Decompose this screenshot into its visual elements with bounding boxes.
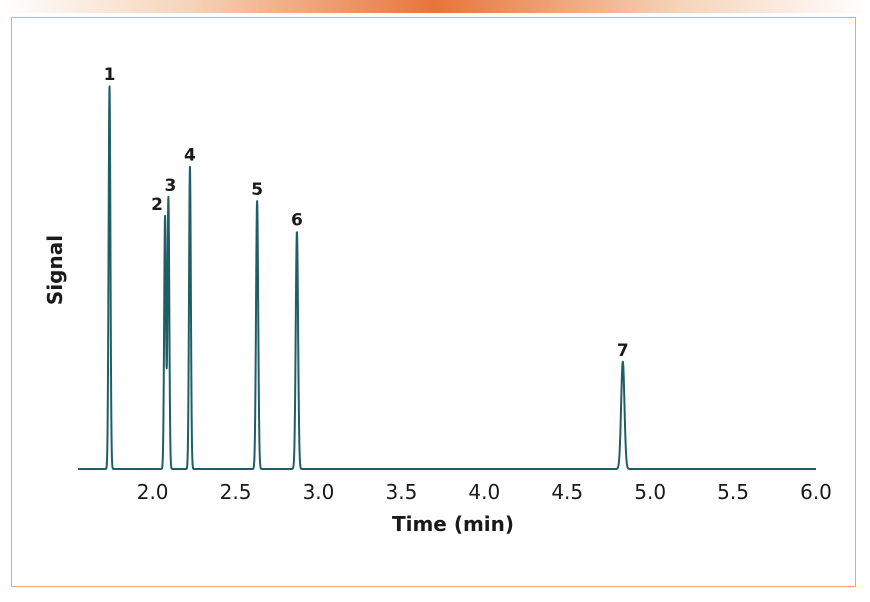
x-tick-label: 2.0 <box>137 480 169 504</box>
peak-label: 5 <box>251 180 263 200</box>
x-tick-label: 2.5 <box>220 480 252 504</box>
peak-label: 4 <box>184 145 196 165</box>
x-tick-label: 3.0 <box>303 480 335 504</box>
x-tick-label: 5.5 <box>717 480 749 504</box>
x-tick-label: 3.5 <box>385 480 417 504</box>
top-accent-bar <box>0 0 870 13</box>
signal-trace <box>77 85 817 470</box>
x-tick-label: 4.0 <box>468 480 500 504</box>
x-tick-labels: 2.0 2.5 3.0 3.5 4.0 4.5 5.0 5.5 6.0 <box>137 480 832 504</box>
peak-label: 2 <box>151 195 163 215</box>
peak-label: 7 <box>617 341 629 361</box>
x-axis-title: Time (min) <box>392 512 514 536</box>
y-axis-title: Signal <box>43 235 67 305</box>
figure-frame <box>11 17 856 587</box>
x-tick-label: 4.5 <box>551 480 583 504</box>
x-tick-label: 5.0 <box>634 480 666 504</box>
peak-labels: 1 234 5 6 7 <box>104 65 629 361</box>
peak-label: 3 <box>164 176 176 196</box>
peak-label: 6 <box>291 211 303 231</box>
x-tick-label: 6.0 <box>800 480 832 504</box>
peak-label: 1 <box>104 65 116 85</box>
